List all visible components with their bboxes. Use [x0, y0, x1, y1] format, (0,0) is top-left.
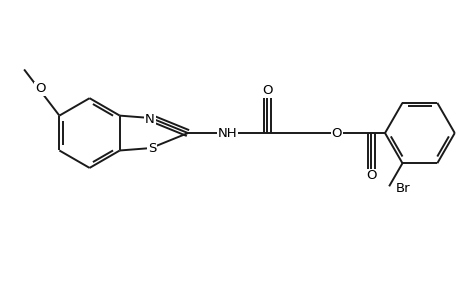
Text: Br: Br — [395, 182, 409, 195]
Text: S: S — [147, 142, 156, 154]
Text: O: O — [35, 82, 45, 95]
Text: O: O — [330, 127, 341, 140]
Text: N: N — [145, 113, 155, 127]
Text: NH: NH — [218, 127, 237, 140]
Text: O: O — [262, 84, 272, 97]
Text: O: O — [365, 169, 376, 182]
